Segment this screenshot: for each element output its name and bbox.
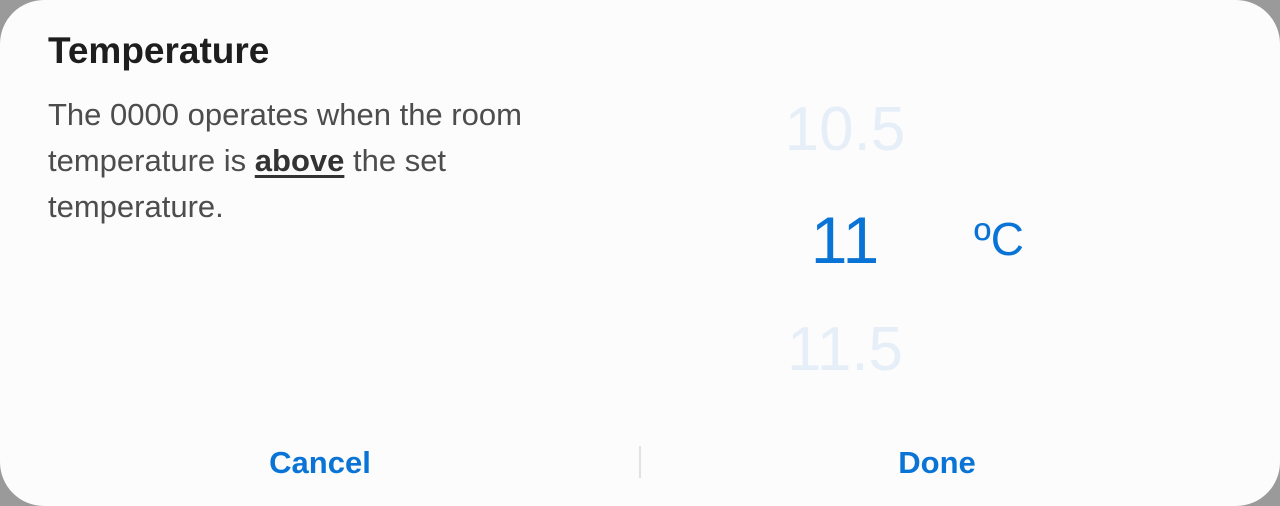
cancel-button[interactable]: Cancel bbox=[0, 432, 640, 494]
description-text-before: The 0000 operates when the room temperat… bbox=[48, 97, 522, 178]
actions-divider bbox=[639, 446, 641, 478]
picker-next-value[interactable]: 11.5 bbox=[786, 315, 904, 384]
dialog-actions: Cancel Done bbox=[0, 432, 1280, 494]
description-emphasis: above bbox=[254, 143, 345, 178]
done-button[interactable]: Done bbox=[640, 432, 1234, 494]
picker-previous-value[interactable]: 10.5 bbox=[784, 95, 906, 164]
temperature-unit: ºC bbox=[974, 213, 1025, 265]
dialog-title: Temperature bbox=[48, 30, 270, 71]
temperature-picker[interactable]: 10.5 11 11.5 bbox=[760, 80, 940, 400]
description-text-after: the set temperature. bbox=[48, 143, 447, 224]
picker-current-value[interactable]: 11 bbox=[810, 203, 880, 277]
dialog-description: The 0000 operates when the room temperat… bbox=[48, 92, 568, 230]
